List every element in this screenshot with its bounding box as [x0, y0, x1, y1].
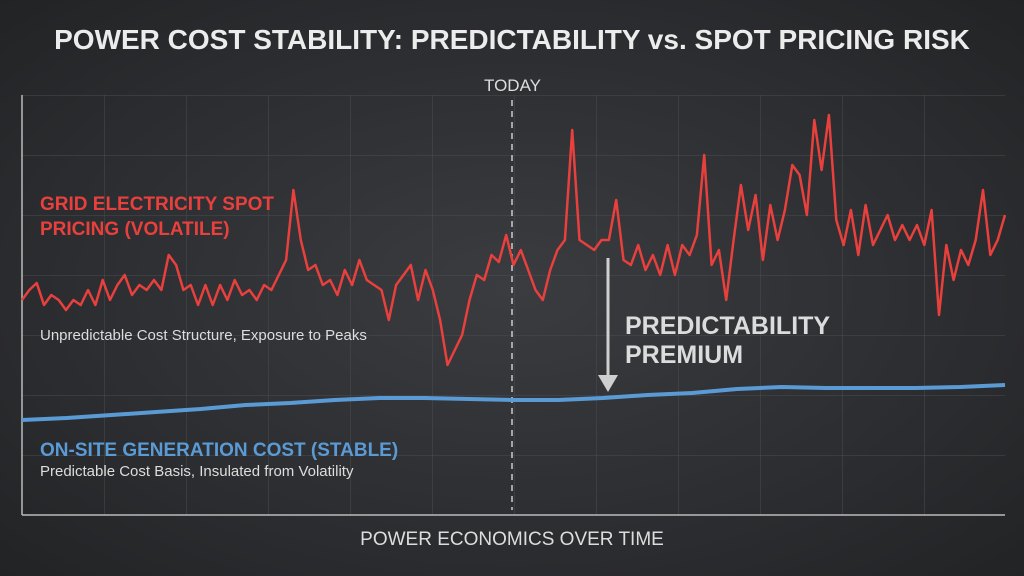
series-line: [21, 383, 1006, 422]
today-label: TODAY: [484, 76, 541, 95]
annotation: PREDICTABILITY PREMIUM: [625, 312, 830, 369]
x-axis-label: POWER ECONOMICS OVER TIME: [360, 529, 664, 550]
premium-arrow-head: [598, 375, 618, 392]
grid: [22, 95, 1005, 515]
series-label: GRID ELECTRICITY SPOT PRICING (VOLATILE): [40, 194, 275, 240]
chart-title: POWER COST STABILITY: PREDICTABILITY vs.…: [54, 24, 970, 55]
series-label: ON-SITE GENERATION COST (STABLE): [40, 440, 399, 461]
series-line: [20, 113, 1007, 367]
annotation: Predictable Cost Basis, Insulated from V…: [40, 463, 354, 480]
annotation: Unpredictable Cost Structure, Exposure t…: [40, 327, 367, 344]
